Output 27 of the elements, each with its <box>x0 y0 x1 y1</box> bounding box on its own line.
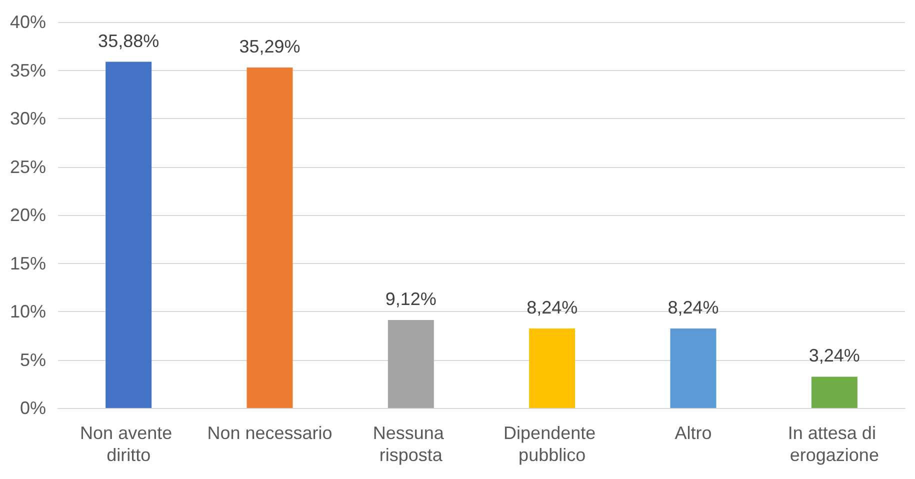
data-label: 35,29% <box>239 36 300 56</box>
data-label: 9,12% <box>385 288 436 309</box>
data-label: 3,24% <box>808 346 860 366</box>
y-tick-label: 15% <box>10 253 46 274</box>
x-tick-label: Non necessario <box>207 423 332 443</box>
x-tick-label: Altro <box>674 423 712 443</box>
y-tick-label: 20% <box>10 205 46 225</box>
bar <box>388 320 434 408</box>
bar <box>246 67 293 408</box>
data-label: 35,88% <box>98 30 160 51</box>
y-tick-label: 30% <box>10 108 46 128</box>
y-tick-label: 5% <box>20 350 46 370</box>
x-tick-label: Non avente diritto <box>80 423 178 465</box>
y-tick-label: 35% <box>10 60 46 80</box>
bar <box>106 62 152 408</box>
x-tick-label: In attesa di erogazione <box>788 423 881 465</box>
y-tick-label: 25% <box>10 156 46 177</box>
bar <box>529 328 576 408</box>
data-label: 8,24% <box>526 297 578 318</box>
bar <box>670 328 716 408</box>
x-tick-label: Nessuna risposta <box>372 423 449 465</box>
y-tick-label: 10% <box>10 302 46 322</box>
x-tick-label: Dipendente pubblico <box>504 423 601 465</box>
y-tick-label: 0% <box>20 398 46 418</box>
y-tick-label: 40% <box>10 12 46 32</box>
bar <box>811 376 858 408</box>
data-label: 8,24% <box>668 297 719 318</box>
